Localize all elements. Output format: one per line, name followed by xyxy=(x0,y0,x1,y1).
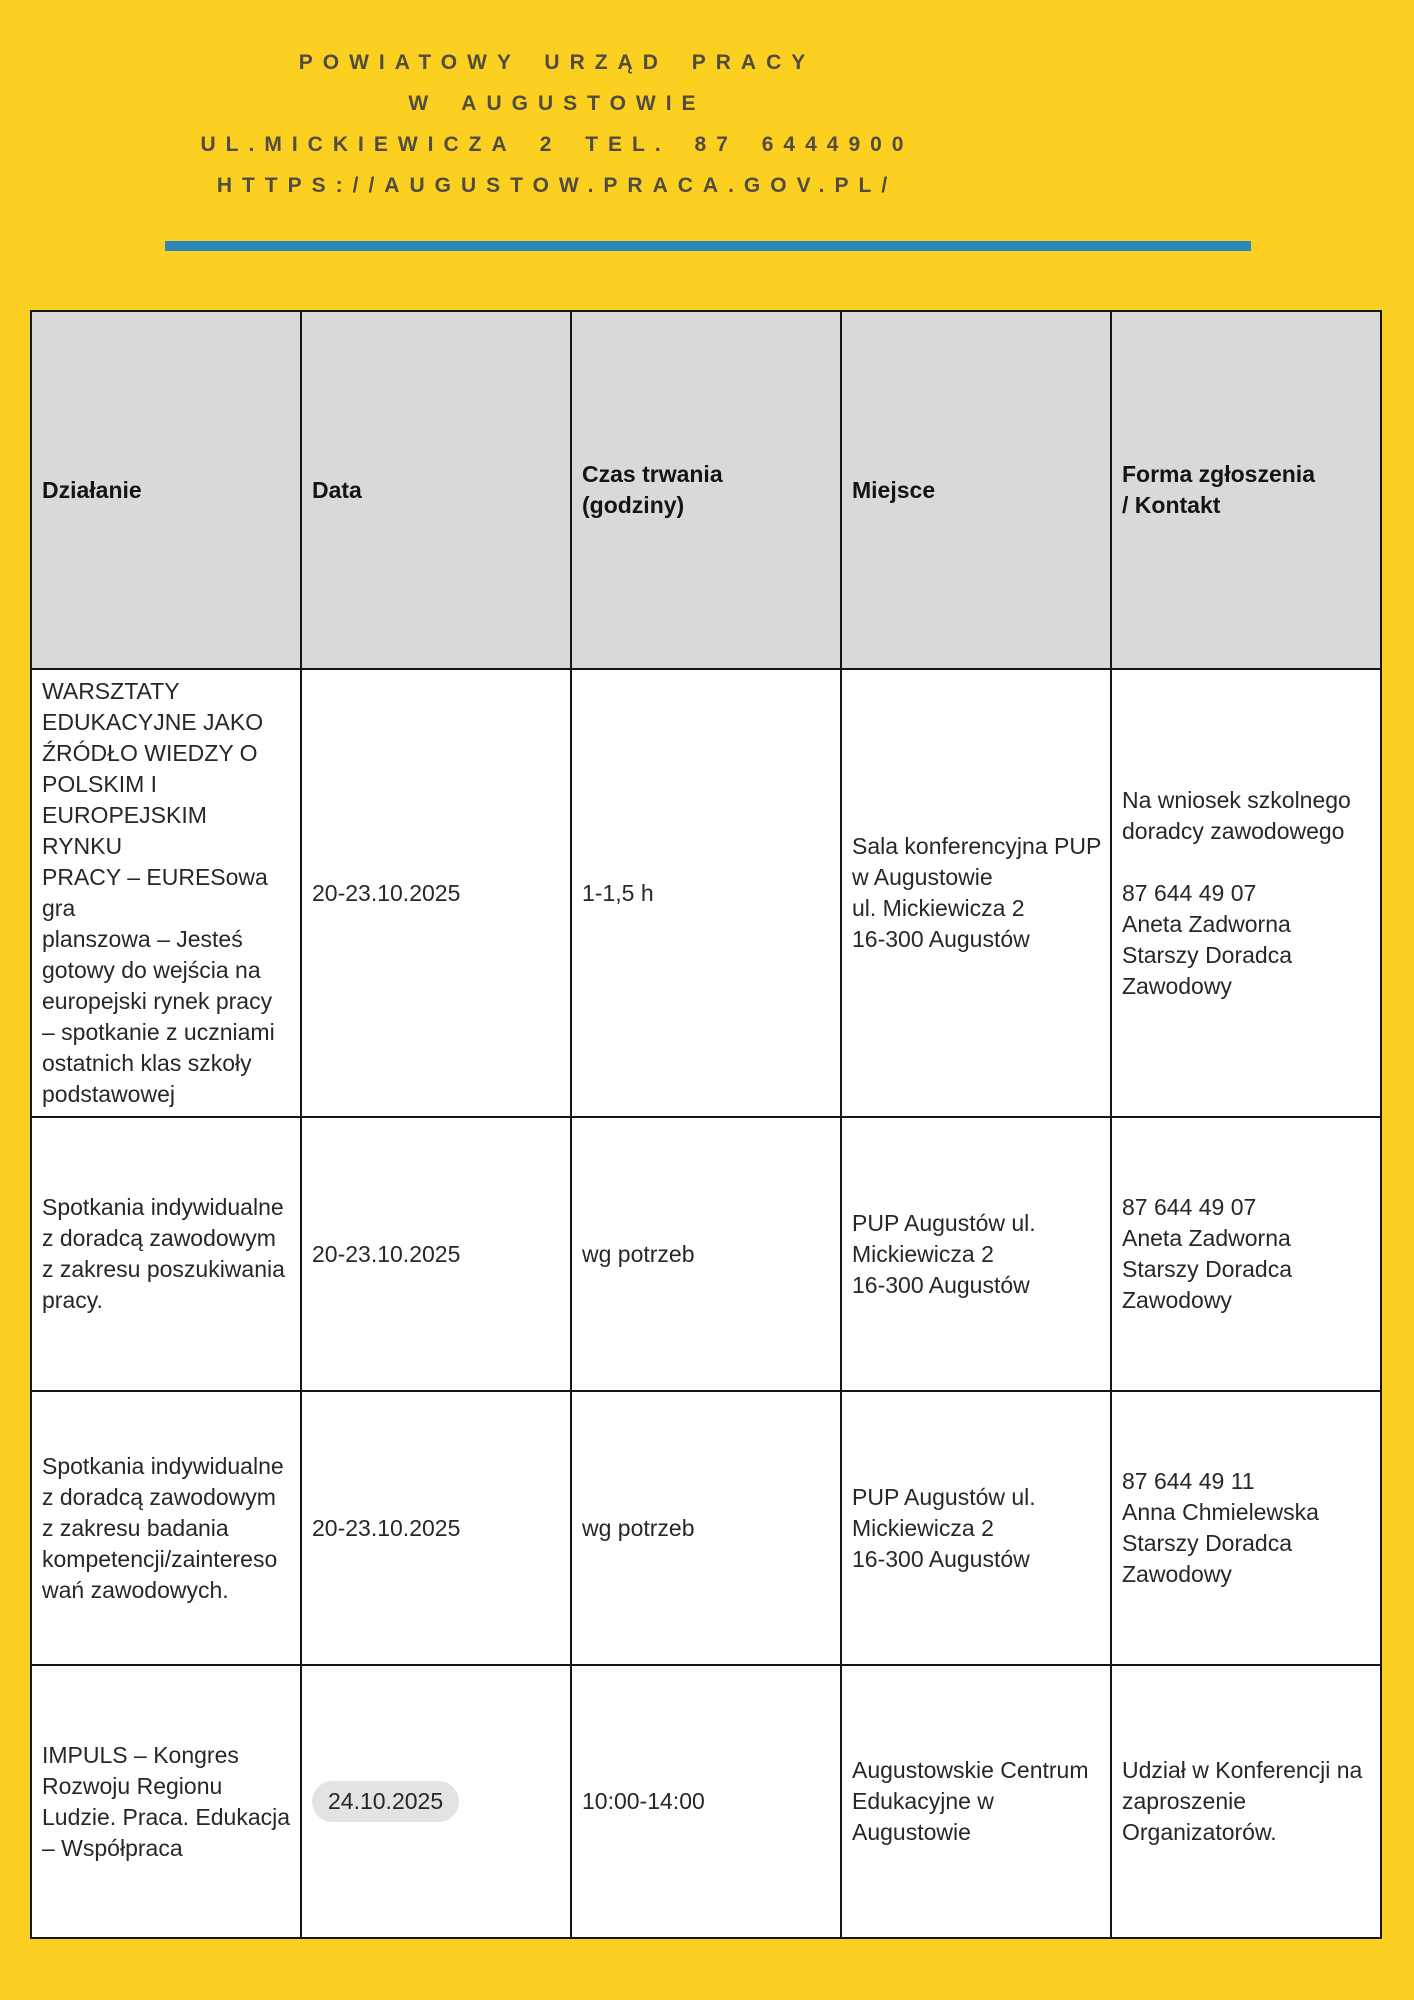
cell-duration: 10:00-14:00 xyxy=(570,1664,842,1939)
cell-date: 20-23.10.2025 xyxy=(300,1116,572,1392)
cell-activity: Spotkania indywidualne z doradcą zawodow… xyxy=(30,1390,302,1666)
org-name-line-1: POWIATOWY URZĄD PRACY xyxy=(298,51,816,74)
table-row: WARSZTATY EDUKACYJNE JAKO ŹRÓDŁO WIEDZY … xyxy=(30,668,1382,1118)
cell-place: PUP Augustów ul. Mickiewicza 2 16-300 Au… xyxy=(840,1116,1112,1392)
cell-contact: 87 644 49 11 Anna Chmielewska Starszy Do… xyxy=(1110,1390,1382,1666)
cell-contact: Na wniosek szkolnego doradcy zawodowego … xyxy=(1110,668,1382,1118)
col-header-activity: Działanie xyxy=(30,310,302,670)
cell-date: 20-23.10.2025 xyxy=(300,668,572,1118)
cell-date: 24.10.2025 xyxy=(300,1664,572,1939)
col-header-contact: Forma zgłoszenia / Kontakt xyxy=(1110,310,1382,670)
cell-date: 20-23.10.2025 xyxy=(300,1390,572,1666)
cell-duration: wg potrzeb xyxy=(570,1116,842,1392)
cell-activity: Spotkania indywidualne z doradcą zawodow… xyxy=(30,1116,302,1392)
table-row: IMPULS – Kongres Rozwoju Regionu Ludzie.… xyxy=(30,1664,1382,1939)
masthead: POWIATOWY URZĄD PRACY W AUGUSTOWIE UL.MI… xyxy=(0,42,1114,206)
divider-bar xyxy=(165,241,1251,251)
table-row: Spotkania indywidualne z doradcą zawodow… xyxy=(30,1390,1382,1666)
cell-activity: WARSZTATY EDUKACYJNE JAKO ŹRÓDŁO WIEDZY … xyxy=(30,668,302,1118)
date-highlight-pill: 24.10.2025 xyxy=(312,1781,460,1822)
col-header-date: Data xyxy=(300,310,572,670)
cell-place: Augustowskie Centrum Edukacyjne w August… xyxy=(840,1664,1112,1939)
table-header-row: Działanie Data Czas trwania (godziny) Mi… xyxy=(30,310,1382,670)
cell-place: PUP Augustów ul. Mickiewicza 2 16-300 Au… xyxy=(840,1390,1112,1666)
col-header-duration: Czas trwania (godziny) xyxy=(570,310,842,670)
org-website: HTTPS://AUGUSTOW.PRACA.GOV.PL/ xyxy=(216,174,898,197)
table-row: Spotkania indywidualne z doradcą zawodow… xyxy=(30,1116,1382,1392)
cell-contact: 87 644 49 07 Aneta Zadworna Starszy Dora… xyxy=(1110,1116,1382,1392)
cell-place: Sala konferencyjna PUP w Augustowie ul. … xyxy=(840,668,1112,1118)
col-header-place: Miejsce xyxy=(840,310,1112,670)
org-address-phone: UL.MICKIEWICZA 2 TEL. 87 6444900 xyxy=(200,133,914,156)
org-name-line-2: W AUGUSTOWIE xyxy=(408,92,706,115)
cell-contact: Udział w Konferencji na zaproszenie Orga… xyxy=(1110,1664,1382,1939)
cell-activity: IMPULS – Kongres Rozwoju Regionu Ludzie.… xyxy=(30,1664,302,1939)
cell-duration: wg potrzeb xyxy=(570,1390,842,1666)
cell-duration: 1-1,5 h xyxy=(570,668,842,1118)
schedule-table: Działanie Data Czas trwania (godziny) Mi… xyxy=(30,310,1382,1939)
